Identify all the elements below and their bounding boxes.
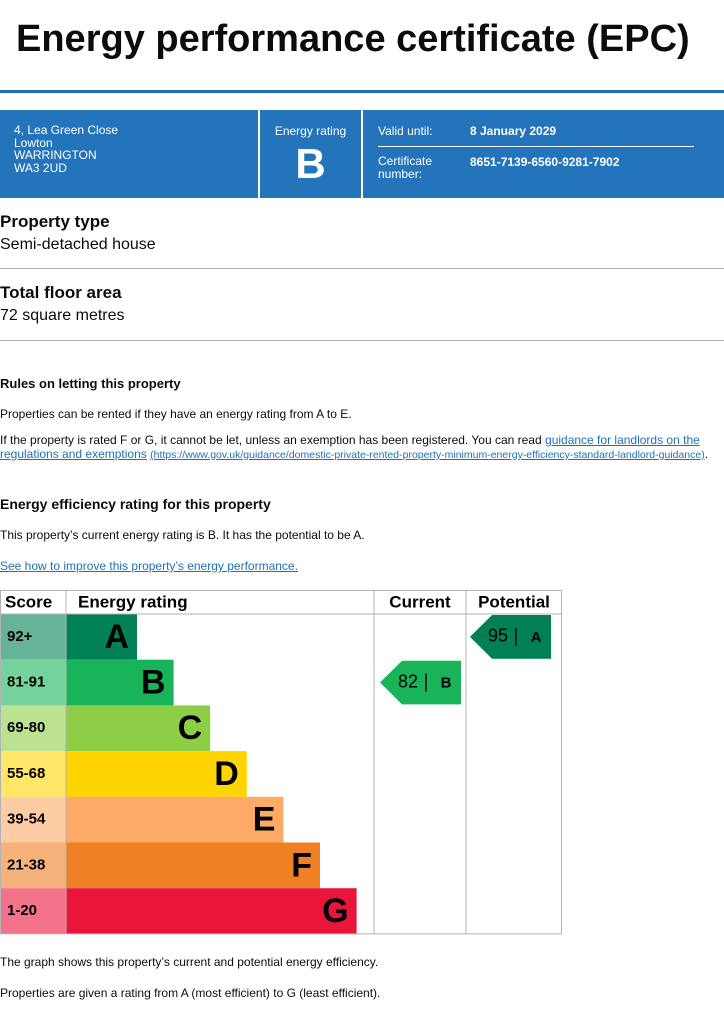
column-header: Energy rating xyxy=(78,592,188,611)
link-url[interactable]: (https://www.gov.uk/guidance/domestic-pr… xyxy=(150,449,705,461)
divider xyxy=(378,146,694,147)
link[interactable]: guidance for landlords on the regulation… xyxy=(0,433,700,461)
score-cell xyxy=(0,751,66,797)
current-value: 82 xyxy=(398,671,418,691)
column-header: Potential xyxy=(478,592,550,611)
address-line: 4, Lea Green Close xyxy=(14,123,119,137)
score: 92+ xyxy=(7,628,33,645)
band-letter: G xyxy=(322,892,348,930)
heading: Property type xyxy=(0,212,110,231)
text: If the property is rated F or G, it cann… xyxy=(0,433,542,447)
score: 81-91 xyxy=(7,674,45,691)
band-letter: C xyxy=(178,709,203,747)
band-bar xyxy=(66,796,284,843)
value: 72 square metres xyxy=(0,307,125,324)
title: Energy performance certificate (EPC) xyxy=(16,18,690,60)
heading: Energy efficiency rating for this proper… xyxy=(0,496,271,512)
potential-arrow xyxy=(470,615,551,659)
valid-label: Valid until: xyxy=(378,124,433,138)
band-bar xyxy=(66,842,320,889)
band-bar xyxy=(66,751,247,797)
score-cell xyxy=(0,842,66,889)
current-letter: B xyxy=(441,675,452,692)
address-line: Lowton xyxy=(14,135,53,150)
score-cell xyxy=(0,614,66,660)
band-bar xyxy=(66,614,137,660)
score-cell xyxy=(0,796,66,843)
text: . xyxy=(704,447,709,461)
separator xyxy=(0,268,724,269)
address-line: WARRINGTON xyxy=(14,148,97,162)
valid-until: 8 January 2029 xyxy=(470,124,557,138)
rating-label: Energy rating xyxy=(274,124,347,138)
score: 39-54 xyxy=(7,811,46,828)
score-cell xyxy=(0,705,66,752)
score: 1-20 xyxy=(7,902,37,919)
band-bar xyxy=(66,888,357,934)
score: 21-38 xyxy=(7,856,45,873)
band-letter: D xyxy=(214,755,239,793)
potential-letter: A xyxy=(531,629,542,646)
address-line: WA3 2UD xyxy=(14,160,67,175)
paragraph: Properties can be rented if they have an… xyxy=(0,407,352,421)
band-bar xyxy=(66,705,211,752)
band-letter: A xyxy=(104,618,129,656)
paragraph: If the property is rated F or G, it cann… xyxy=(0,433,724,462)
separator xyxy=(0,340,724,341)
heading: Rules on letting this property xyxy=(0,376,181,391)
band-bar xyxy=(66,659,174,706)
paragraph: This property’s current energy rating is… xyxy=(0,528,365,542)
band-letter: E xyxy=(253,801,276,839)
certificate-label: Certificate number: xyxy=(378,154,433,181)
score-cell xyxy=(0,888,66,934)
divider xyxy=(361,110,363,198)
column-header: Score xyxy=(5,592,52,611)
rule xyxy=(0,90,724,93)
link[interactable]: See how to improve this property’s energ… xyxy=(0,559,298,573)
certificate-number: 8651-7139-6560-9281-7902 xyxy=(470,155,620,169)
paragraph: The graph shows this property’s current … xyxy=(0,955,379,969)
address: 4, Lea Green Close Lowton WARRINGTON WA3… xyxy=(14,124,118,174)
value: Semi-detached house xyxy=(0,236,156,253)
summary-banner: 4, Lea Green Close Lowton WARRINGTON WA3… xyxy=(0,110,724,198)
band-letter: B xyxy=(141,664,166,702)
rating: B xyxy=(295,140,326,187)
rating-table: Score Energy rating Current Potential 92+ A 81… xyxy=(0,590,562,935)
score: 55-68 xyxy=(7,765,45,782)
potential-value: 95 xyxy=(488,626,508,646)
score: 69-80 xyxy=(7,719,45,736)
column-header: Current xyxy=(389,592,451,611)
paragraph: Properties are given a rating from A (mo… xyxy=(0,986,381,1000)
score-cell xyxy=(0,659,66,706)
heading: Total floor area xyxy=(0,283,122,302)
current-arrow xyxy=(380,660,461,705)
band-letter: F xyxy=(291,846,312,884)
divider xyxy=(258,110,260,198)
